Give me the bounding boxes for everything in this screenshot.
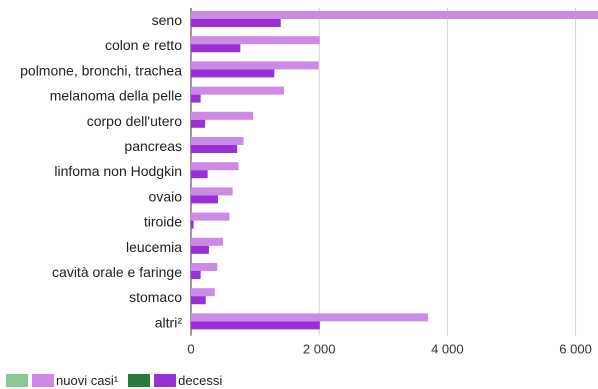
bar-chart: seno colon e retto polmone, bronchi, trach… — [20, 8, 598, 357]
x-tick-label: 0 — [187, 342, 194, 357]
bar-new-cases — [191, 86, 284, 95]
legend-swatch-new-cases-green — [6, 373, 28, 387]
category-label: pancreas — [124, 138, 182, 154]
legend-item-deaths: decessi — [128, 373, 222, 388]
legend-swatch-deaths-purple — [154, 373, 177, 387]
category-label: tiroide — [144, 214, 182, 230]
bars — [191, 11, 598, 330]
legend-swatch-deaths-green — [128, 373, 151, 387]
bar-deaths — [191, 69, 275, 78]
bar-deaths — [191, 94, 201, 103]
bar-deaths — [191, 44, 241, 53]
bar-new-cases — [191, 111, 254, 120]
legend: nuovi casi¹ decessi — [6, 372, 232, 388]
category-label: melanoma della pelle — [50, 88, 183, 104]
bar-new-cases — [191, 263, 218, 271]
x-axis-ticks: 0 2 000 4 000 6 000 — [187, 342, 591, 357]
legend-label-new-cases: nuovi casi¹ — [56, 372, 119, 388]
bar-deaths — [191, 271, 201, 279]
category-label: cavità orale e faringe — [52, 264, 182, 280]
bar-new-cases — [191, 237, 224, 246]
bar-new-cases — [191, 313, 429, 322]
bar-new-cases — [191, 187, 233, 196]
category-label: altri² — [155, 314, 183, 330]
category-label: linfoma non Hodgkin — [54, 163, 182, 179]
x-tick-label: 4 000 — [431, 342, 464, 357]
category-label: stomaco — [129, 289, 182, 305]
bar-new-cases — [191, 137, 244, 145]
legend-item-new-cases: nuovi casi¹ — [6, 373, 118, 388]
x-tick-label: 6 000 — [559, 342, 592, 357]
bar-deaths — [191, 245, 209, 254]
bar-new-cases — [191, 11, 598, 19]
bar-new-cases — [191, 288, 215, 297]
bar-new-cases — [191, 162, 239, 171]
bar-new-cases — [191, 36, 320, 45]
category-label: seno — [152, 12, 183, 28]
bar-deaths — [191, 296, 206, 305]
category-label: leucemia — [126, 239, 182, 255]
category-label: ovaio — [149, 188, 183, 204]
bar-new-cases — [191, 212, 230, 221]
category-label: colon e retto — [105, 37, 182, 53]
bar-new-cases — [191, 61, 319, 70]
bar-deaths — [191, 220, 194, 229]
bar-deaths — [191, 119, 206, 128]
category-label: corpo dell'utero — [87, 113, 183, 129]
bar-deaths — [191, 170, 208, 179]
legend-label-deaths: decessi — [178, 372, 223, 388]
legend-swatch-new-cases-purple — [32, 373, 54, 387]
x-tick-label: 2 000 — [303, 342, 336, 357]
bar-deaths — [191, 145, 238, 153]
category-labels: seno colon e retto polmone, bronchi, trach… — [20, 12, 182, 330]
bar-deaths — [191, 321, 320, 330]
gridlines — [190, 8, 577, 336]
bar-deaths — [191, 19, 281, 27]
category-label: polmone, bronchi, trachea — [20, 62, 182, 78]
bar-deaths — [191, 195, 218, 204]
